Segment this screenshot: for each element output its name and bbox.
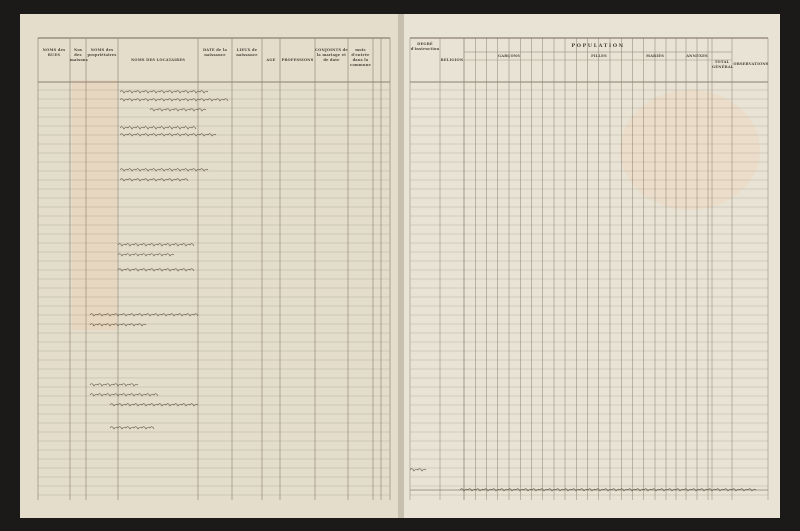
header-degre: DEGRÉ d'instruction — [410, 42, 440, 51]
handwritten-entry — [117, 253, 175, 257]
header-professions: PROFESSIONS — [281, 58, 314, 62]
header-filles: FILLES — [591, 54, 607, 58]
header-locataires: NOMS DES LOCATAIRES — [130, 58, 186, 62]
header-total: TOTAL GÉNÉRAL — [712, 60, 734, 69]
page-gutter — [398, 14, 404, 518]
header-lieux: LIEUX de naissance — [236, 48, 258, 57]
handwritten-entry — [119, 126, 197, 130]
header-observations: OBSERVATIONS — [733, 62, 769, 66]
handwritten-entry — [119, 178, 189, 182]
header-age: AGE — [266, 58, 276, 62]
header-date: DATE de la naissance — [202, 48, 228, 57]
handwritten-entry — [89, 313, 199, 317]
header-maisons: Nos des maisons — [70, 48, 88, 62]
header-conjoints: CONJOINTS de la mariage et de date — [315, 48, 348, 62]
handwritten-entry — [89, 393, 159, 397]
header-annexes: ANNEXES — [686, 54, 708, 58]
handwritten-entry — [117, 243, 195, 247]
header-garcons: GARÇONS — [497, 54, 521, 58]
handwritten-entry — [409, 468, 427, 472]
header-rues: NOMS des RUES — [42, 48, 66, 57]
handwritten-entry — [117, 268, 195, 272]
stain — [72, 80, 117, 330]
handwritten-entry — [149, 108, 207, 112]
header-proprietaires: NOMS des propriétaires — [87, 48, 117, 57]
handwritten-entry — [119, 90, 209, 94]
right-page — [400, 14, 780, 518]
handwritten-entry — [109, 403, 199, 407]
handwritten-entry — [109, 426, 155, 430]
handwritten-entry — [119, 168, 209, 172]
header-religion: RELIGION — [440, 58, 464, 62]
header-maries: MARIÉS — [646, 54, 664, 58]
handwritten-entry — [89, 323, 147, 327]
header-population: POPULATION — [571, 43, 625, 49]
handwritten-entry — [119, 133, 217, 137]
handwritten-entry — [119, 98, 229, 102]
handwritten-entry — [89, 383, 139, 387]
header-entree: mois d'entrée dans la commune — [349, 48, 372, 67]
handwritten-entry — [459, 488, 757, 492]
